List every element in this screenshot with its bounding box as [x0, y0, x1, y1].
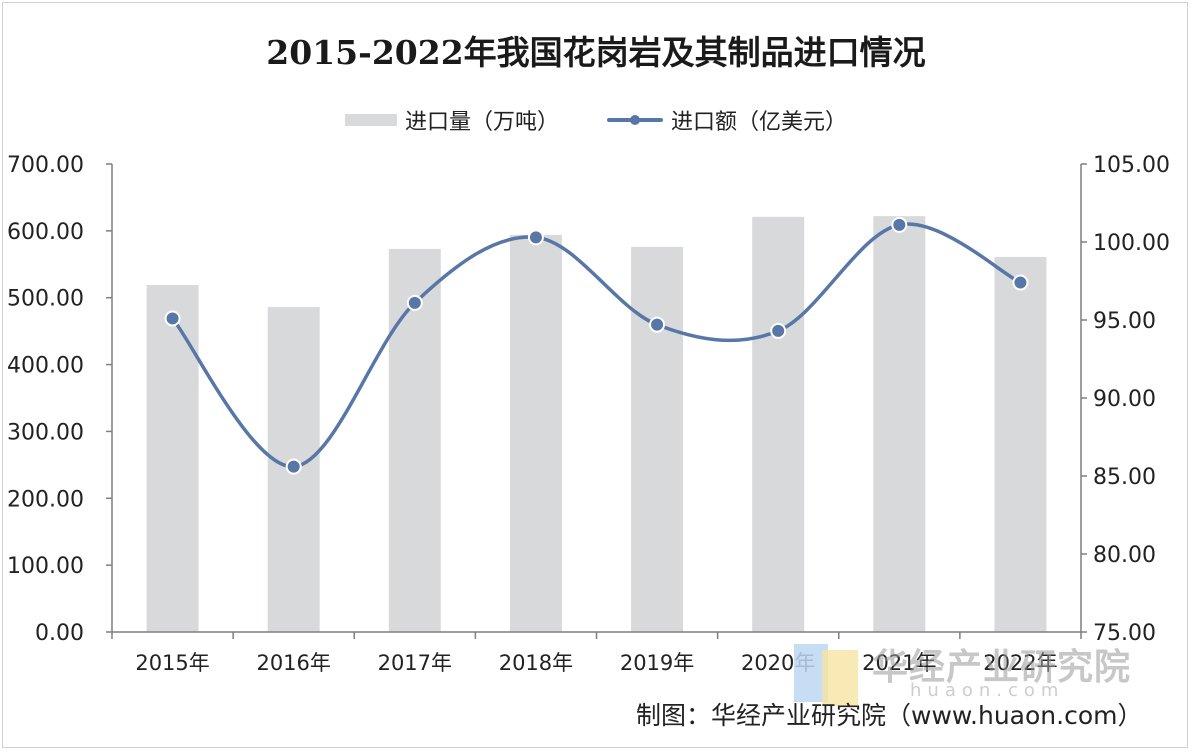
bar-2 — [388, 248, 441, 632]
watermark-logo-accent-icon — [822, 650, 858, 706]
watermark-text: 华经产业研究院 — [872, 647, 1132, 688]
x-tick-label-2: 2017年 — [378, 651, 452, 675]
right-tick-label-0: 75.00 — [1093, 621, 1156, 646]
right-tick-label-6: 105.00 — [1093, 153, 1170, 178]
x-tick-label-4: 2019年 — [620, 651, 694, 675]
left-tick-label-3: 300.00 — [7, 420, 84, 445]
right-tick-label-5: 100.00 — [1093, 231, 1170, 256]
right-tick-label-4: 95.00 — [1093, 309, 1156, 334]
bar-0 — [146, 285, 199, 632]
line-point-6 — [891, 216, 908, 233]
legend-item-bar: 进口量（万吨） — [344, 104, 559, 136]
left-tick-label-1: 100.00 — [7, 554, 84, 579]
line-point-5 — [770, 322, 787, 339]
bar-4 — [631, 246, 684, 632]
source-note: 制图：华经产业研究院（www.huaon.com） — [636, 701, 1143, 730]
bar-3 — [509, 234, 562, 632]
line-point-3 — [527, 229, 544, 246]
chart-title: 2015-2022年我国花岗岩及其制品进口情况 — [266, 33, 926, 72]
watermark-url: huaon.com — [910, 680, 1065, 701]
x-tick-label-6: 2021年 — [862, 651, 936, 675]
left-tick-label-5: 500.00 — [7, 287, 84, 312]
left-tick-label-2: 200.00 — [7, 487, 84, 512]
left-tick-label-6: 600.00 — [7, 220, 84, 245]
legend-line-swatch — [607, 113, 663, 127]
left-tick-label-0: 0.00 — [35, 621, 84, 646]
x-tick-label-1: 2016年 — [256, 651, 330, 675]
line-point-2 — [406, 294, 423, 311]
legend-bar-swatch — [344, 114, 397, 126]
x-tick-label-0: 2015年 — [135, 651, 209, 675]
left-tick-label-7: 700.00 — [7, 153, 84, 178]
line-point-7 — [1012, 274, 1029, 291]
line-point-0 — [164, 310, 181, 327]
x-tick-label-7: 2022年 — [983, 651, 1057, 675]
line-point-1 — [285, 458, 302, 475]
right-tick-label-2: 85.00 — [1093, 465, 1156, 490]
chart-legend: 进口量（万吨） 进口额（亿美元） — [0, 104, 1192, 136]
line-point-4 — [649, 316, 666, 333]
legend-item-line: 进口额（亿美元） — [607, 104, 847, 136]
right-tick-label-1: 80.00 — [1093, 543, 1156, 568]
watermark: 华经产业研究院 huaon.com — [790, 636, 1160, 706]
right-tick-label-3: 90.00 — [1093, 387, 1156, 412]
bar-5 — [752, 216, 805, 632]
legend-line-label: 进口额（亿美元） — [671, 110, 848, 135]
left-tick-label-4: 400.00 — [7, 354, 84, 379]
bar-7 — [994, 256, 1047, 632]
legend-bar-label: 进口量（万吨） — [404, 110, 559, 135]
x-tick-label-3: 2018年 — [499, 651, 573, 675]
bar-6 — [873, 216, 926, 633]
